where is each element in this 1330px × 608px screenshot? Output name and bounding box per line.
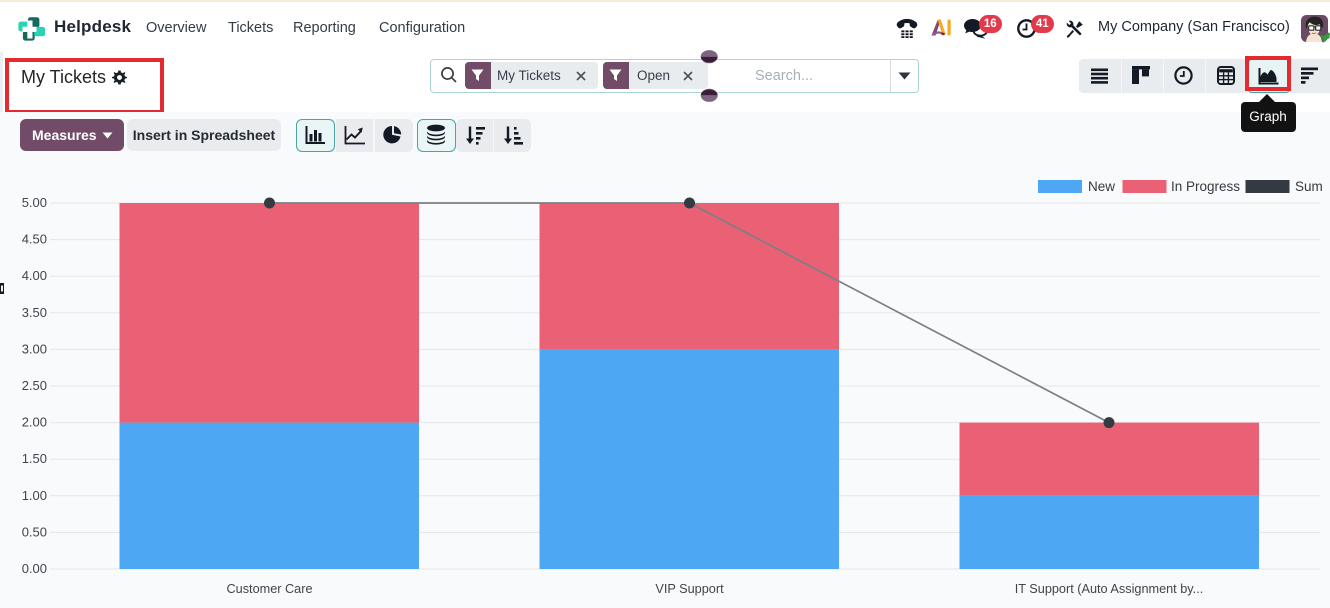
svg-text:5.00: 5.00 <box>22 195 47 210</box>
svg-text:3.50: 3.50 <box>22 305 47 320</box>
svg-text:Sum: Sum <box>1295 179 1323 194</box>
svg-text:4.50: 4.50 <box>22 232 47 247</box>
svg-text:2.50: 2.50 <box>22 378 47 393</box>
svg-text:0.50: 0.50 <box>22 524 47 539</box>
svg-text:4.00: 4.00 <box>22 268 47 283</box>
svg-text:VIP Support: VIP Support <box>655 582 724 596</box>
svg-text:IT Support (Auto Assignment by: IT Support (Auto Assignment by... <box>1015 582 1204 596</box>
svg-text:1.00: 1.00 <box>22 488 47 503</box>
svg-text:In Progress: In Progress <box>1171 179 1240 194</box>
svg-text:1.50: 1.50 <box>22 451 47 466</box>
svg-text:3.00: 3.00 <box>22 341 47 356</box>
svg-text:0.00: 0.00 <box>22 561 47 576</box>
svg-text:Customer Care: Customer Care <box>226 582 312 596</box>
svg-text:2.00: 2.00 <box>22 415 47 430</box>
svg-text:New: New <box>1088 179 1115 194</box>
